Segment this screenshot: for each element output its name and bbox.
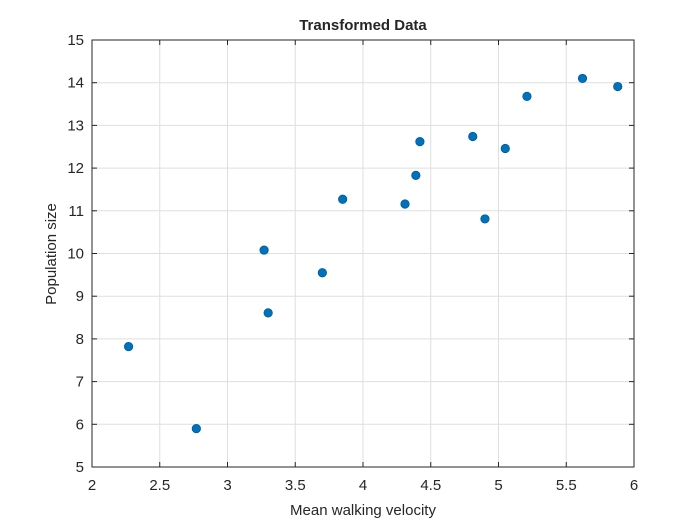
x-tick-label: 5.5 bbox=[556, 477, 577, 494]
data-point bbox=[338, 194, 348, 204]
y-tick-label: 14 bbox=[67, 75, 84, 92]
x-tick-label: 2.5 bbox=[149, 477, 170, 494]
x-tick-label: 2 bbox=[88, 477, 96, 494]
y-tick-label: 13 bbox=[67, 117, 84, 134]
data-point bbox=[263, 308, 273, 318]
x-tick-label: 4.5 bbox=[420, 477, 441, 494]
y-tick-label: 10 bbox=[67, 246, 84, 263]
chart-title: Transformed Data bbox=[299, 17, 427, 34]
data-point bbox=[613, 81, 623, 92]
data-point bbox=[415, 137, 425, 147]
data-point bbox=[468, 131, 478, 142]
data-point bbox=[522, 91, 532, 101]
plot-frame bbox=[91, 39, 635, 468]
y-tick-label: 15 bbox=[67, 32, 84, 49]
y-axis-label: Population size bbox=[43, 203, 60, 305]
data-point bbox=[400, 199, 410, 209]
data-point bbox=[500, 143, 510, 154]
data-point bbox=[480, 214, 490, 224]
grid-lines bbox=[91, 39, 635, 468]
x-tick-label: 3.5 bbox=[285, 477, 306, 494]
y-tick-label: 9 bbox=[76, 288, 84, 305]
x-tick-label: 5 bbox=[494, 477, 502, 494]
y-tick-label: 11 bbox=[68, 203, 84, 220]
data-point bbox=[411, 170, 421, 180]
y-tick-label: 12 bbox=[67, 160, 84, 177]
x-tick-label: 6 bbox=[630, 477, 638, 494]
y-tick-label: 5 bbox=[76, 459, 84, 476]
x-tick-label: 4 bbox=[359, 477, 367, 494]
axis-ticks: 2 2.5 3 3.5 4 4.5 5 5.5 6 5 6 7 8 9 10 11 12 13 14 15 bbox=[67, 32, 638, 494]
data-points bbox=[123, 73, 623, 434]
y-tick-label: 6 bbox=[76, 416, 84, 433]
y-tick-label: 8 bbox=[76, 331, 84, 348]
data-point bbox=[191, 423, 201, 434]
y-tick-label: 7 bbox=[76, 374, 84, 391]
x-axis-label: Mean walking velocity bbox=[290, 502, 436, 519]
data-point bbox=[317, 268, 327, 278]
data-point bbox=[577, 73, 588, 84]
data-point bbox=[123, 341, 134, 352]
x-tick-label: 3 bbox=[223, 477, 231, 494]
data-point bbox=[259, 245, 269, 255]
